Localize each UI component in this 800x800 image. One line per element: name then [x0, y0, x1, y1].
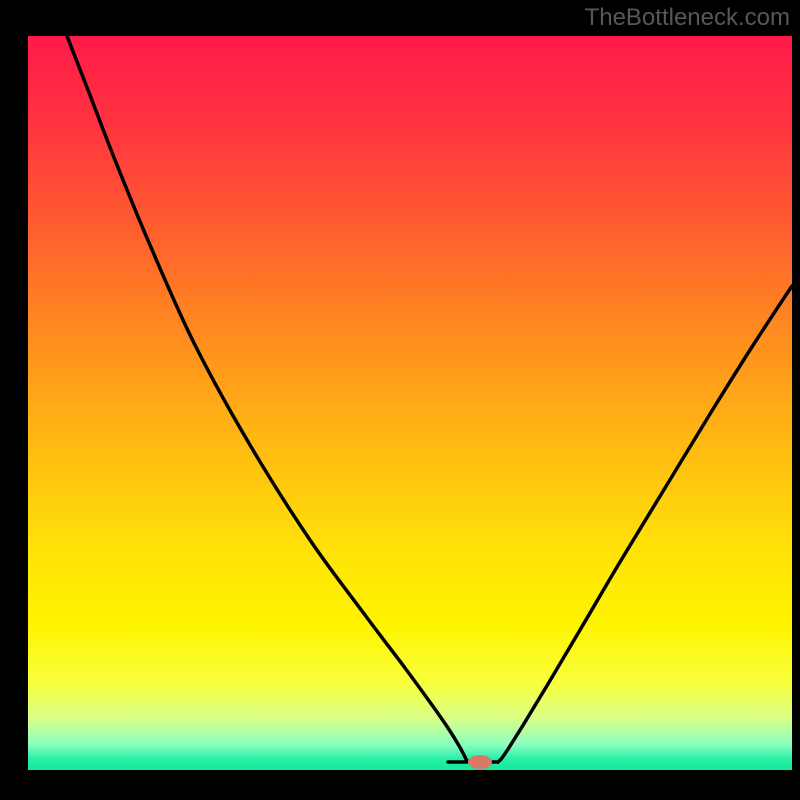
chart-svg	[0, 0, 800, 800]
optimum-marker	[468, 755, 492, 769]
chart-stage: TheBottleneck.com	[0, 0, 800, 800]
gradient-background	[28, 36, 792, 770]
watermark-text: TheBottleneck.com	[585, 4, 790, 32]
